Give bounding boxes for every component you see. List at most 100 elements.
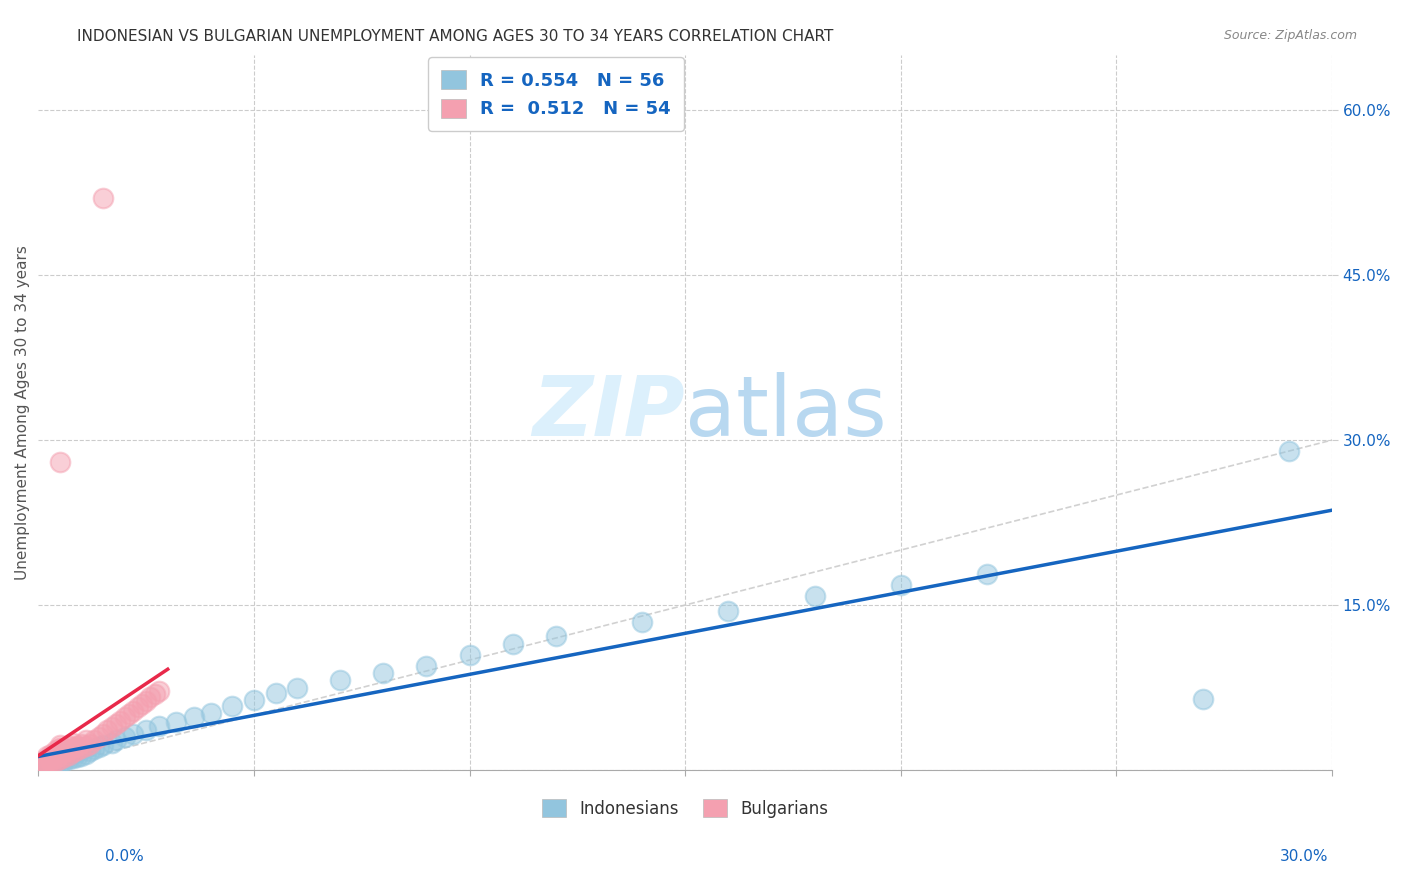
Point — [45, 747, 67, 761]
Point — [200, 706, 222, 720]
Point — [66, 743, 89, 757]
Point — [83, 742, 105, 756]
Point — [45, 757, 67, 772]
Text: INDONESIAN VS BULGARIAN UNEMPLOYMENT AMONG AGES 30 TO 34 YEARS CORRELATION CHART: INDONESIAN VS BULGARIAN UNEMPLOYMENT AMO… — [77, 29, 834, 44]
Point — [49, 748, 72, 763]
Point — [104, 733, 127, 747]
Point — [70, 737, 93, 751]
Point — [31, 757, 53, 772]
Point — [58, 739, 80, 753]
Point — [49, 738, 72, 752]
Point — [70, 748, 93, 763]
Point — [165, 714, 187, 729]
Legend: Indonesians, Bulgarians: Indonesians, Bulgarians — [534, 790, 837, 826]
Point — [39, 756, 62, 771]
Point — [143, 687, 166, 701]
Point — [127, 700, 149, 714]
Point — [1278, 444, 1301, 458]
Point — [544, 629, 567, 643]
Point — [135, 723, 157, 738]
Point — [87, 730, 110, 744]
Point — [49, 747, 72, 762]
Point — [45, 754, 67, 768]
Point — [264, 686, 287, 700]
Point — [35, 754, 58, 768]
Point — [62, 747, 84, 761]
Point — [62, 741, 84, 756]
Point — [53, 745, 76, 759]
Point — [131, 697, 153, 711]
Point — [104, 716, 127, 731]
Point — [35, 756, 58, 771]
Point — [148, 719, 170, 733]
Point — [96, 723, 118, 738]
Point — [122, 704, 145, 718]
Point — [39, 758, 62, 772]
Point — [415, 658, 437, 673]
Point — [91, 191, 114, 205]
Point — [70, 743, 93, 757]
Point — [976, 567, 998, 582]
Point — [148, 683, 170, 698]
Point — [49, 455, 72, 469]
Text: ZIP: ZIP — [533, 372, 685, 453]
Point — [49, 756, 72, 771]
Point — [49, 752, 72, 766]
Point — [183, 710, 205, 724]
Point — [45, 743, 67, 757]
Point — [717, 603, 740, 617]
Point — [31, 761, 53, 775]
Point — [31, 757, 53, 772]
Text: Source: ZipAtlas.com: Source: ZipAtlas.com — [1223, 29, 1357, 42]
Point — [329, 673, 352, 687]
Point — [35, 758, 58, 772]
Point — [122, 727, 145, 741]
Point — [66, 739, 89, 753]
Point — [502, 636, 524, 650]
Point — [58, 747, 80, 762]
Point — [58, 752, 80, 766]
Point — [373, 666, 395, 681]
Point — [803, 589, 825, 603]
Point — [35, 760, 58, 774]
Point — [62, 745, 84, 759]
Point — [75, 747, 97, 761]
Point — [39, 752, 62, 766]
Point — [79, 744, 101, 758]
Point — [118, 706, 141, 721]
Point — [31, 754, 53, 768]
Text: 0.0%: 0.0% — [105, 849, 145, 864]
Point — [83, 733, 105, 747]
Point — [49, 744, 72, 758]
Point — [53, 754, 76, 768]
Point — [39, 747, 62, 761]
Point — [75, 733, 97, 747]
Point — [631, 615, 654, 629]
Point — [58, 743, 80, 757]
Point — [1191, 691, 1213, 706]
Point — [45, 749, 67, 764]
Point — [62, 751, 84, 765]
Point — [458, 648, 481, 662]
Point — [221, 699, 243, 714]
Point — [139, 690, 162, 705]
Point — [70, 741, 93, 756]
Point — [39, 753, 62, 767]
Point — [114, 710, 136, 724]
Point — [135, 694, 157, 708]
Point — [35, 756, 58, 770]
Point — [53, 741, 76, 756]
Point — [45, 754, 67, 768]
Text: atlas: atlas — [685, 372, 887, 453]
Point — [91, 727, 114, 741]
Point — [35, 752, 58, 766]
Point — [285, 681, 308, 695]
Point — [31, 761, 53, 775]
Point — [87, 739, 110, 754]
Point — [243, 692, 266, 706]
Point — [35, 748, 58, 763]
Point — [114, 730, 136, 744]
Point — [39, 749, 62, 764]
Point — [53, 749, 76, 764]
Point — [100, 720, 122, 734]
